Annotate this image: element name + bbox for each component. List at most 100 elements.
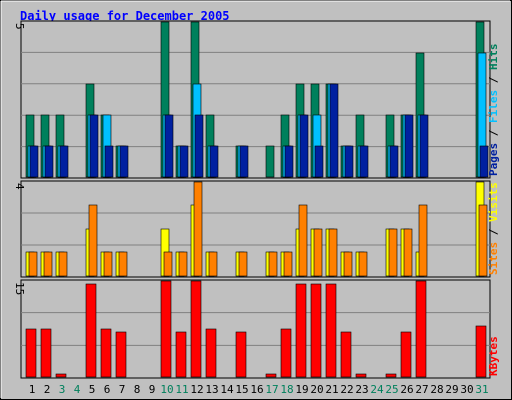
x-tick-label-28: 28 (430, 383, 443, 396)
bar-sites-day-18 (283, 251, 293, 277)
x-axis-labels: 1 2 3 4 5 6 7 8 9 10 11 12 13 14 15 16 17 18 19 20 21 22 23 24 2… (29, 383, 489, 396)
bar-pages-day-5 (89, 114, 99, 178)
bar-pages-day-15 (239, 145, 249, 178)
legend-kbytes: KBytes (487, 336, 500, 376)
bar-sites-day-27 (418, 204, 428, 277)
bar-kbytes-day-19 (295, 283, 307, 378)
bar-sites-day-31 (478, 204, 488, 277)
bar-sites-day-25 (388, 228, 398, 277)
x-tick-label-5: 5 (89, 383, 96, 396)
bar-sites-day-20 (313, 228, 323, 277)
x-tick-label-8: 8 (134, 383, 141, 396)
legend-entry-hits: Hits (487, 44, 500, 71)
bar-sites-day-26 (403, 228, 413, 277)
legend-entry-files: Files (487, 90, 500, 123)
bar-pages-day-25 (389, 145, 399, 178)
bar-kbytes-day-17 (265, 373, 277, 378)
bar-sites-day-1 (28, 251, 38, 277)
bar-sites-day-5 (88, 204, 98, 277)
bar-sites-day-2 (43, 251, 53, 277)
x-tick-label-15: 15 (235, 383, 248, 396)
x-tick-label-11: 11 (175, 383, 188, 396)
bar-pages-day-7 (119, 145, 129, 178)
bar-pages-day-2 (44, 145, 54, 178)
legend-text: Sites / Visits (487, 182, 500, 275)
bar-pages-day-11 (179, 145, 189, 178)
x-tick-label-30: 30 (460, 383, 473, 396)
legend-hits-files-pages: Pages / Files / Hits (487, 44, 500, 177)
bar-sites-day-19 (298, 204, 308, 277)
bar-sites-day-11 (178, 251, 188, 277)
bar-sites-day-12 (193, 181, 203, 277)
x-tick-label-22: 22 (340, 383, 353, 396)
y-axis-max-label: 4 (13, 183, 26, 190)
panel-plot-area (20, 279, 491, 379)
bar-pages-day-26 (404, 114, 414, 178)
bar-pages-day-18 (284, 145, 294, 178)
bar-sites-day-15 (238, 251, 248, 277)
bar-kbytes-day-7 (115, 331, 127, 378)
x-tick-label-6: 6 (104, 383, 111, 396)
x-tick-label-1: 1 (29, 383, 36, 396)
bar-kbytes-day-18 (280, 328, 292, 378)
bar-pages-day-6 (104, 145, 114, 178)
bar-pages-day-1 (29, 145, 39, 178)
legend-separator: / (487, 222, 500, 242)
bar-kbytes-day-20 (310, 283, 322, 378)
bar-kbytes-day-22 (340, 331, 352, 378)
bar-kbytes-day-11 (175, 331, 187, 378)
bar-sites-day-6 (103, 251, 113, 277)
x-tick-label-4: 4 (74, 383, 81, 396)
x-tick-label-17: 17 (265, 383, 278, 396)
bar-kbytes-day-27 (415, 280, 427, 378)
bar-sites-day-21 (328, 228, 338, 277)
x-tick-label-7: 7 (119, 383, 126, 396)
x-tick-label-3: 3 (59, 383, 66, 396)
x-tick-label-29: 29 (445, 383, 458, 396)
bar-kbytes-day-2 (40, 328, 52, 378)
panel-kbytes: 15 KBytes (13, 279, 500, 379)
legend-visits-sites: Sites / Visits (487, 182, 500, 275)
bar-pages-day-12 (194, 114, 204, 178)
legend-entry-sites: Sites (487, 242, 500, 275)
bar-pages-day-22 (344, 145, 354, 178)
x-tick-label-23: 23 (355, 383, 368, 396)
x-tick-label-31: 31 (475, 383, 488, 396)
bar-kbytes-day-21 (325, 283, 337, 378)
bar-sites-day-13 (208, 251, 218, 277)
bar-kbytes-day-10 (160, 280, 172, 378)
bar-hits-day-17 (265, 145, 275, 178)
bar-pages-day-13 (209, 145, 219, 178)
x-tick-label-18: 18 (280, 383, 293, 396)
x-tick-label-24: 24 (370, 383, 384, 396)
x-tick-label-21: 21 (325, 383, 338, 396)
bar-pages-day-21 (329, 83, 339, 178)
x-tick-label-16: 16 (250, 383, 263, 396)
legend-entry-visits: Visits (487, 182, 500, 222)
bar-sites-day-23 (358, 251, 368, 277)
legend-text: Pages / Files / Hits (487, 44, 500, 177)
bar-kbytes-day-26 (400, 331, 412, 378)
panel-visits-sites: 4 Sites / Visits (13, 180, 500, 278)
bar-kbytes-day-13 (205, 328, 217, 378)
y-axis-max-label: 15 (13, 282, 26, 295)
bar-pages-day-27 (419, 114, 429, 178)
bar-kbytes-day-1 (25, 328, 37, 378)
bar-pages-day-10 (164, 114, 174, 178)
x-tick-label-25: 25 (385, 383, 398, 396)
x-tick-label-10: 10 (160, 383, 173, 396)
legend-entry-kbytes: KBytes (487, 336, 500, 376)
legend-text: KBytes (487, 336, 500, 376)
x-tick-label-19: 19 (295, 383, 308, 396)
bar-sites-day-17 (268, 251, 278, 277)
x-tick-label-2: 2 (44, 383, 51, 396)
bar-kbytes-day-15 (235, 331, 247, 378)
bar-kbytes-day-5 (85, 283, 97, 378)
x-tick-label-14: 14 (220, 383, 234, 396)
bar-pages-day-23 (359, 145, 369, 178)
bar-sites-day-7 (118, 251, 128, 277)
bar-kbytes-day-31 (475, 325, 487, 378)
bar-sites-day-10 (163, 251, 173, 277)
bar-sites-day-3 (58, 251, 68, 277)
